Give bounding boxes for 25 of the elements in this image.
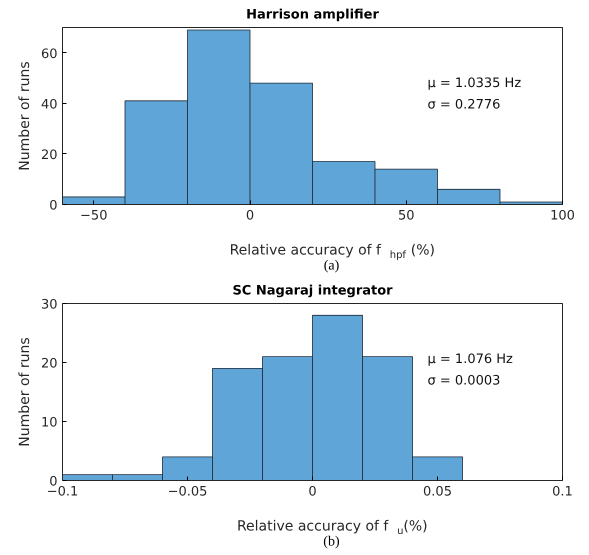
y-tick-label: 20 <box>40 356 58 372</box>
x-tick-label: −50 <box>80 208 108 224</box>
x-tick-label: 50 <box>398 208 415 224</box>
y-tick-label: 30 <box>40 298 58 312</box>
text: (a) <box>324 258 340 274</box>
annotation: μ = 1.076 Hz <box>428 352 514 368</box>
x-tick-label: 100 <box>550 208 575 224</box>
y-tick-label: 10 <box>40 416 58 430</box>
y-axis-title: Number of runs <box>16 61 33 171</box>
y-tick-label: 0 <box>49 198 58 214</box>
x-tick-label: 0.1 <box>552 484 573 500</box>
text: (b) <box>323 534 340 550</box>
x-tick-label: 0 <box>246 208 254 224</box>
annotation: σ = 0.2776 <box>428 97 500 112</box>
y-tick-label: 20 <box>40 148 58 163</box>
x-tick-label: 0 <box>308 484 317 500</box>
annotation: μ = 1.0335 Hz <box>428 76 522 92</box>
chart-title: SC Nagaraj integrator <box>232 284 394 298</box>
y-axis-title: Number of runs <box>16 337 33 447</box>
chart-title: Harrison amplifier <box>246 8 380 22</box>
y-tick-label: 40 <box>40 97 58 112</box>
y-tick-label: 60 <box>40 46 58 62</box>
x-tick-label: 0.05 <box>423 484 452 500</box>
annotation: σ = 0.0003 <box>428 373 500 388</box>
x-tick-label: −0.05 <box>168 484 208 500</box>
